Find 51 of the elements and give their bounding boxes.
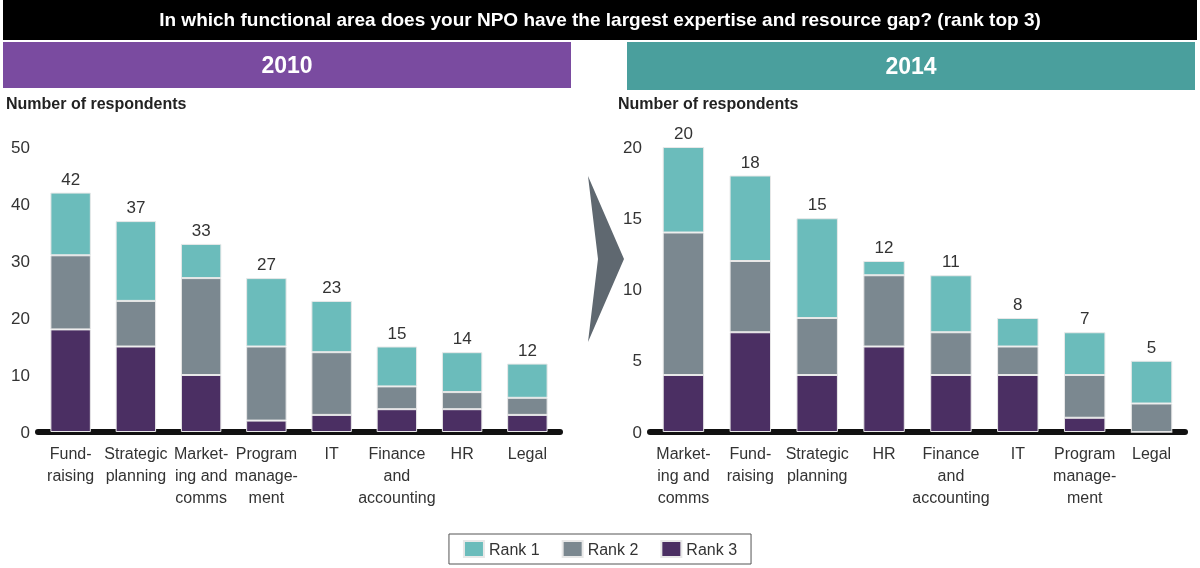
x-tick-label: IT [324,444,339,462]
total-label: 42 [61,169,81,189]
y-axis-title: Number of respondents [618,94,799,112]
total-label: 23 [322,277,342,297]
total-label: 15 [387,323,407,343]
total-label: 14 [452,329,472,349]
total-label: 20 [673,124,693,143]
x-tick-label: Market- ing and comms [174,444,229,506]
x-tick-label: Strategic planning [104,444,168,484]
x-tick-label: Finance and accounting [912,444,990,506]
x-tick-label: Finance and accounting [358,444,436,506]
legend-label: Rank 1 [488,540,540,558]
legend-label: Rank 3 [686,540,738,558]
y-tick-label: 0 [20,422,30,442]
chart-title: 2014 [627,42,1195,90]
y-tick-label: 0 [632,422,642,442]
legend-label: Rank 2 [587,540,639,558]
total-label: 15 [807,195,827,215]
total-label: 5 [1146,337,1157,357]
x-tick-label: Fund- raising [47,444,95,484]
x-tick-label: Market- ing and comms [656,444,711,506]
total-label: 27 [256,255,276,275]
x-tick-label: HR [872,444,896,462]
y-tick-label: 15 [623,208,642,228]
total-label: 37 [126,198,146,218]
total-label: 18 [740,152,760,172]
x-tick-label: Program manage- ment [1053,444,1117,506]
y-tick-label: 20 [11,308,30,328]
x-tick-label: Legal [507,444,547,462]
x-tick-label: IT [1010,444,1026,462]
y-tick-label: 30 [11,251,30,271]
y-tick-label: 20 [623,137,642,157]
x-tick-label: Fund- raising [726,444,774,484]
chart-title: 2010 [3,42,571,88]
x-tick-label: Strategic planning [785,444,849,484]
total-label: 11 [942,252,960,272]
x-tick-label: Program manage- ment [234,444,298,506]
y-tick-label: 50 [11,137,30,157]
total-label: 7 [1079,309,1090,329]
total-label: 12 [517,340,537,360]
y-tick-label: 5 [632,351,642,371]
total-label: 8 [1013,295,1023,314]
total-label: 33 [191,220,211,240]
text: In which functional area does your NPO have the largest expertise and resource gap? (rank top 3) [3,0,1197,40]
y-tick-label: 10 [623,280,642,299]
y-tick-label: 40 [11,194,30,214]
x-tick-label: Legal [1131,444,1172,462]
x-tick-label: HR [450,444,474,462]
total-label: 12 [874,238,894,257]
y-tick-label: 10 [11,365,30,385]
y-axis-title: Number of respondents [6,94,187,112]
